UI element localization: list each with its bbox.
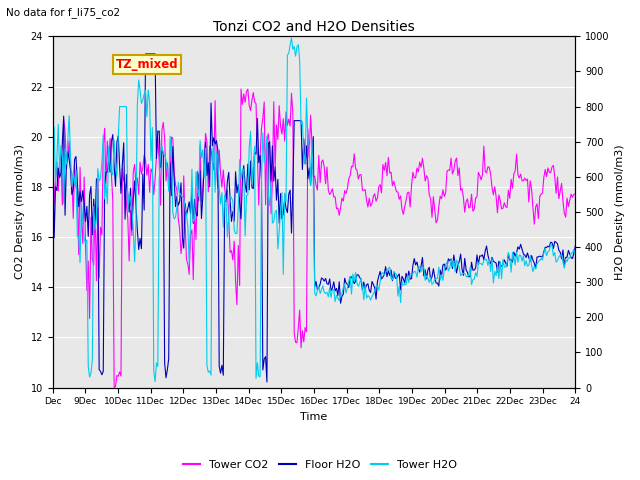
Text: No data for f_li75_co2: No data for f_li75_co2 [6, 7, 120, 18]
Legend: Tower CO2, Floor H2O, Tower H2O: Tower CO2, Floor H2O, Tower H2O [179, 456, 461, 474]
Title: Tonzi CO2 and H2O Densities: Tonzi CO2 and H2O Densities [213, 20, 415, 34]
Text: TZ_mixed: TZ_mixed [115, 58, 178, 71]
X-axis label: Time: Time [300, 412, 328, 422]
Y-axis label: H2O Density (mmol/m3): H2O Density (mmol/m3) [615, 144, 625, 280]
Y-axis label: CO2 Density (mmol/m3): CO2 Density (mmol/m3) [15, 144, 25, 279]
